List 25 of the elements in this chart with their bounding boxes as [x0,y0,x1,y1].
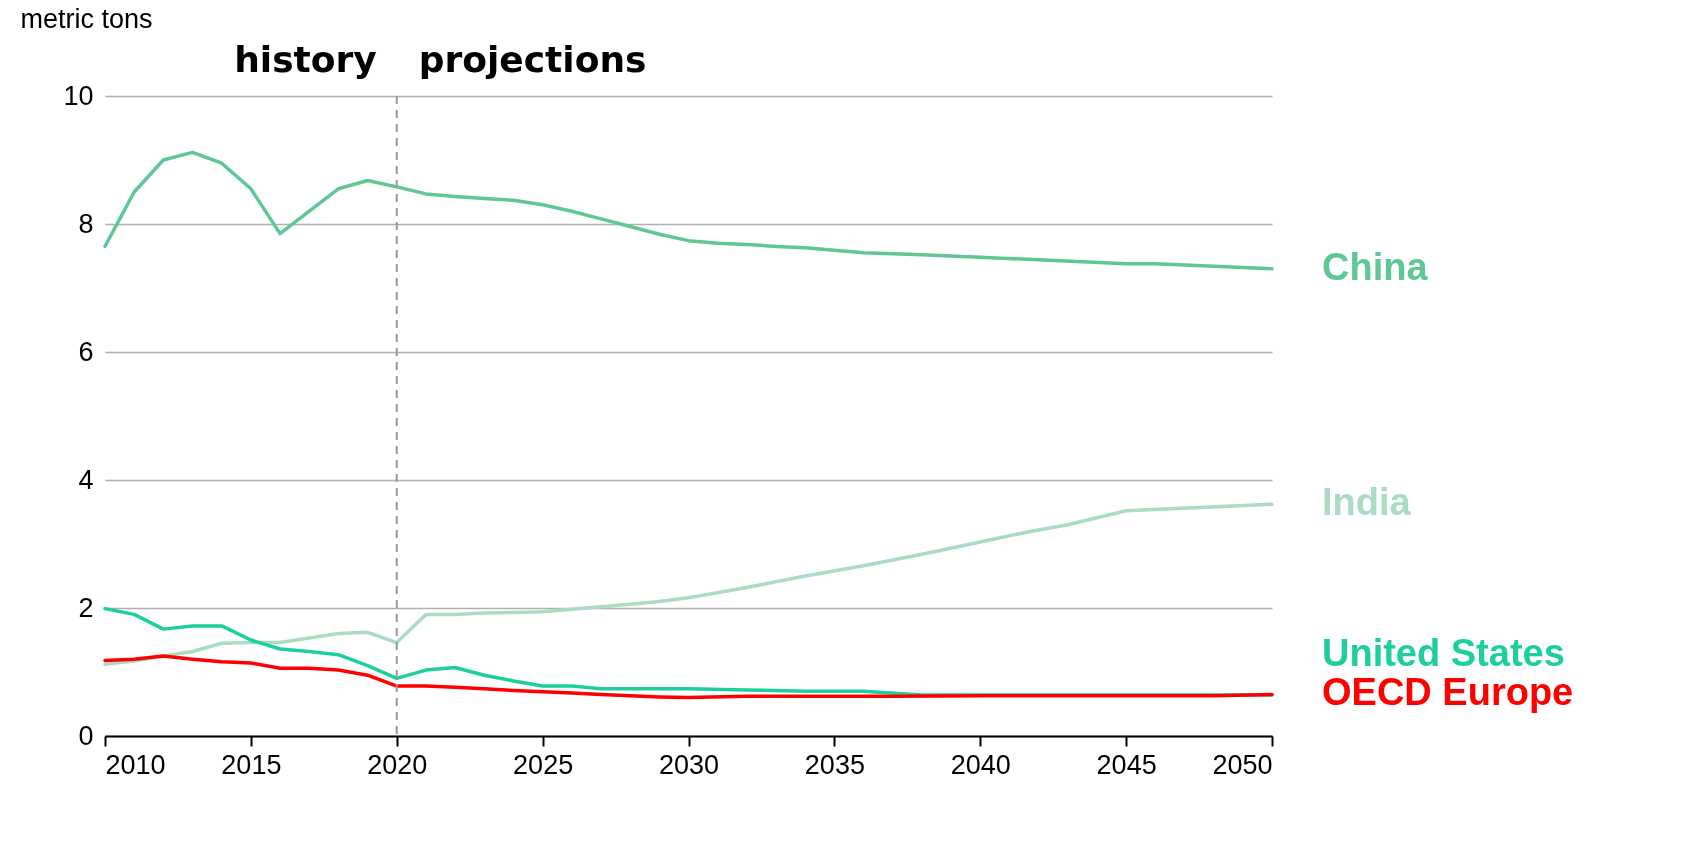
text: projections [418,39,647,80]
y-tick-label: 10 [63,80,94,111]
x-tick-label: 2020 [367,749,428,780]
series-label: OECD Europe [1322,671,1574,714]
series-label: United States [1322,631,1565,674]
y-tick-label: 4 [78,464,94,495]
x-tick-label: 2045 [1096,749,1157,780]
x-tick-label: 2015 [221,749,282,780]
y-tick-label: 0 [78,720,94,751]
y-tick-label: 2 [78,592,94,623]
x-tick-label: 2050 [1212,749,1273,780]
line-series [103,502,1274,667]
line-series [103,150,1274,271]
y-tick-label: 8 [78,208,94,239]
x-tick-label: 2025 [513,749,574,780]
y-tick-label: 6 [78,336,94,367]
x-tick-label: 2030 [658,749,720,780]
line-series [103,654,1274,700]
x-tick-label: 2010 [105,749,166,780]
series-label: China [1322,245,1429,288]
series-label: India [1322,481,1412,524]
x-tick-label: 2035 [804,749,865,780]
text: history [234,39,377,80]
y-axis-title: metric tons [20,3,153,34]
x-tick-label: 2040 [950,749,1011,780]
